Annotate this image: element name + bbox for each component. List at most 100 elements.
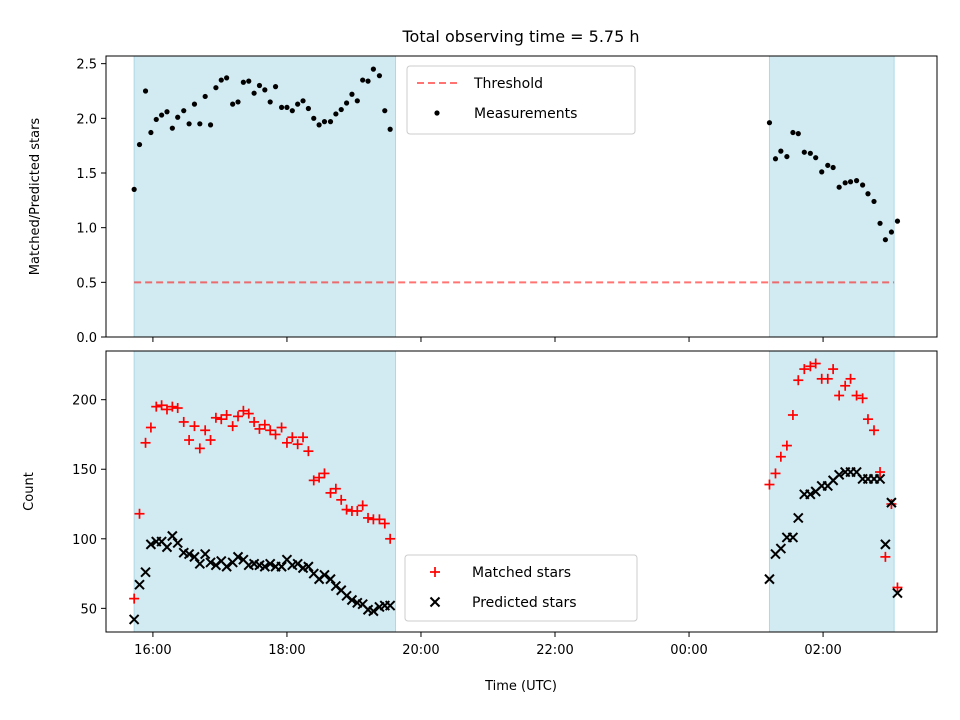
legend-label: Matched stars xyxy=(472,565,571,581)
cross-point-30-b xyxy=(292,558,303,570)
cross-point-2 xyxy=(140,566,151,578)
y-tick-label: 100 xyxy=(72,533,97,548)
cross-point-55-b xyxy=(805,489,816,500)
cross-point-36-b xyxy=(325,573,336,585)
dot-point-55 xyxy=(807,150,813,156)
x-tick-label: 18:00 xyxy=(268,643,305,658)
cross-point-25 xyxy=(264,558,276,570)
cross-point-52-b xyxy=(787,532,799,543)
cross-point-13-b xyxy=(199,548,211,560)
plus-point-64 xyxy=(857,393,868,404)
cross-point-6-b xyxy=(161,541,173,553)
cross-point-2-b xyxy=(140,566,151,578)
dot-point-19 xyxy=(235,99,241,105)
cross-point-52 xyxy=(787,532,799,543)
x-tick-label: 02:00 xyxy=(804,643,841,658)
dot-point-58 xyxy=(825,162,831,168)
dot-point-24 xyxy=(262,87,268,93)
plus-point-17 xyxy=(221,409,232,420)
cross-point-68 xyxy=(880,539,891,550)
axes-frame xyxy=(105,55,938,338)
cross-point-40-b xyxy=(346,594,358,606)
dot-point-52 xyxy=(790,129,796,136)
y-tick-label: 50 xyxy=(80,602,97,617)
plus-point-61 xyxy=(840,380,851,391)
dot-point-54 xyxy=(801,149,807,155)
dot-point-37 xyxy=(333,111,339,117)
observing-window-1 xyxy=(768,350,895,633)
x-tick-label: 00:00 xyxy=(670,643,707,658)
dot-point-33 xyxy=(311,115,317,121)
legend-handle-1 xyxy=(429,596,441,608)
series-matched-stars xyxy=(129,358,903,604)
plus-point-10 xyxy=(184,435,195,446)
dot-point-49 xyxy=(772,156,779,162)
cross-point-25-b xyxy=(264,558,276,570)
dot-point-67 xyxy=(877,220,883,226)
cross-point-50 xyxy=(775,543,787,554)
legend-box xyxy=(404,554,638,622)
dot-point-39 xyxy=(343,100,350,106)
legend-label: Predicted stars xyxy=(472,595,577,611)
cross-point-70 xyxy=(892,587,903,599)
cross-point-53 xyxy=(793,512,804,524)
cross-point-22-b xyxy=(248,558,260,570)
cross-point-33-b xyxy=(308,568,319,579)
plus-point-45 xyxy=(374,514,385,525)
dot-point-40 xyxy=(349,91,355,97)
cross-point-44 xyxy=(368,605,379,617)
plus-point-51 xyxy=(781,440,792,451)
cross-point-3 xyxy=(145,539,157,550)
cross-point-12 xyxy=(194,558,206,570)
plus-point-36 xyxy=(325,487,336,498)
dot-point-23 xyxy=(256,82,263,89)
x-tick-label: 20:00 xyxy=(402,643,439,658)
cross-point-47-b xyxy=(384,600,396,611)
plus-point-55 xyxy=(805,361,816,372)
cross-point-41-b xyxy=(352,597,363,608)
cross-point-67 xyxy=(874,473,886,485)
dot-point-47 xyxy=(387,126,393,132)
dot-point-70 xyxy=(894,218,901,224)
panel-data xyxy=(128,358,903,625)
cross-point-42-b xyxy=(357,598,368,610)
plus-point-42 xyxy=(357,500,368,511)
plus-point-8 xyxy=(172,403,183,414)
count-panel: 50 100 150 200 16:00 18:00 20:00 22:00 00:00 02:0… xyxy=(22,350,938,658)
dot-point-45 xyxy=(376,73,383,79)
dot-point-7 xyxy=(169,125,175,131)
observing-window-0 xyxy=(133,350,397,633)
plus-point-29 xyxy=(287,432,298,443)
x-axis-label: Time (UTC) xyxy=(484,679,557,694)
cross-point-47 xyxy=(384,600,396,611)
dot-point-4 xyxy=(153,116,159,123)
cross-point-39-b xyxy=(341,590,352,602)
plus-point-5 xyxy=(156,400,167,411)
plus-point-12 xyxy=(194,443,205,454)
x-tick-label: 16:00 xyxy=(134,643,171,658)
plus-point-19 xyxy=(233,411,244,422)
dot-point-35 xyxy=(321,119,328,125)
cross-point-14 xyxy=(205,557,216,568)
cross-point-8-b xyxy=(172,537,183,549)
dot-point-14 xyxy=(207,122,214,128)
dot-point-12 xyxy=(197,121,203,127)
dot-point-15 xyxy=(213,85,219,91)
cross-point-19-b xyxy=(232,551,244,563)
dot-point-21 xyxy=(246,78,252,84)
cross-point-10 xyxy=(183,548,195,560)
y-tick-label: 1.5 xyxy=(76,167,97,182)
dot-point-68 xyxy=(882,237,888,243)
plus-point-25 xyxy=(265,425,276,436)
dot-point-56 xyxy=(813,155,819,161)
plus-point-16 xyxy=(216,414,227,425)
plus-point-18 xyxy=(227,421,238,432)
dot-point-2 xyxy=(142,88,149,94)
cross-point-0 xyxy=(128,614,140,625)
plus-point-30 xyxy=(292,439,303,450)
cross-point-13 xyxy=(199,548,211,560)
dot-point-41 xyxy=(354,98,360,104)
cross-point-6 xyxy=(161,541,173,553)
plus-point-60 xyxy=(834,390,845,401)
cross-point-32-b xyxy=(303,561,314,572)
